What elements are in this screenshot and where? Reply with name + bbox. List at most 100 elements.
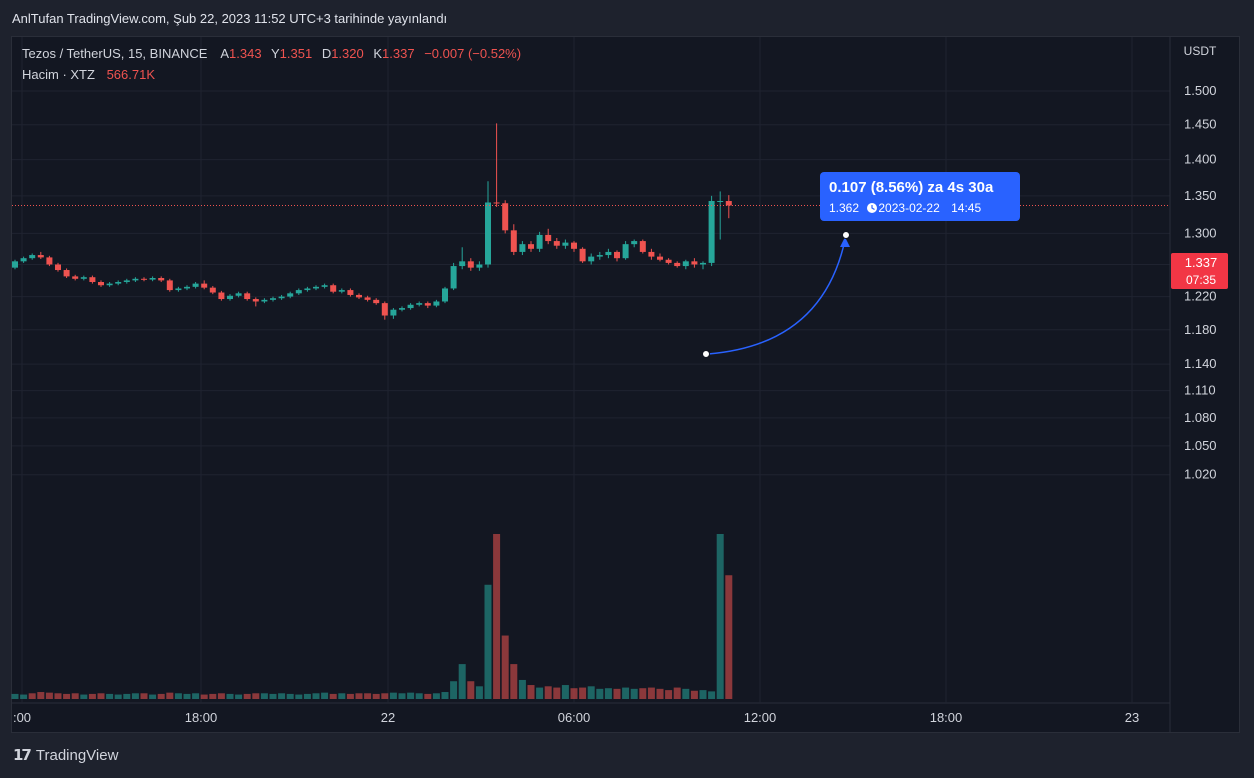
candle-body <box>476 264 483 268</box>
volume-bar <box>295 694 303 699</box>
candle-body <box>373 299 380 304</box>
candle-body <box>166 280 173 291</box>
legend-close: 1.337 <box>382 46 415 61</box>
volume-bar <box>80 694 88 699</box>
candle-body <box>304 288 311 291</box>
price-tick-label: 1.020 <box>1184 467 1217 482</box>
volume-bar <box>278 693 286 699</box>
candle-body <box>631 241 638 245</box>
candle-body <box>132 278 139 281</box>
volume-bar <box>106 693 114 699</box>
candle-body <box>55 264 61 271</box>
tradingview-logo-icon: 𝟭𝟳 <box>13 747 32 764</box>
volume-bar <box>321 692 329 699</box>
price-tick-label: 1.500 <box>1184 83 1217 98</box>
candle-body <box>218 292 225 300</box>
candle-body <box>209 287 216 293</box>
candles <box>12 123 732 320</box>
candle-body <box>657 256 663 260</box>
time-tick-label: 06:00 <box>558 710 591 725</box>
candle-body <box>175 288 182 291</box>
candle-body <box>493 202 500 204</box>
candle-body <box>467 261 474 268</box>
candle-body <box>416 303 423 305</box>
price-tick-label: 1.400 <box>1184 152 1217 167</box>
candle-body <box>639 241 646 252</box>
candle-body <box>89 277 96 283</box>
volume-bar <box>441 692 449 699</box>
volume-value: 566.71K <box>107 67 156 82</box>
volume-bar <box>587 686 595 699</box>
volume-bar <box>398 693 406 699</box>
candle-body <box>149 277 156 280</box>
candle-body <box>106 283 113 286</box>
candle-body <box>459 261 466 267</box>
time-tick-label: :00 <box>13 710 31 725</box>
time-tick-label: 12:00 <box>744 710 777 725</box>
svg-text:Hacim · XTZ 566.71K: Hacim · XTZ 566.71K <box>22 67 155 82</box>
volume-bar <box>286 693 294 699</box>
candle-body <box>278 296 285 299</box>
volume-bar <box>329 693 337 699</box>
volume-bar <box>570 688 578 699</box>
candle-body <box>381 303 388 316</box>
measure-annotation[interactable]: 0.107 (8.56%) za 4s 30a 1.362 2023-02-22… <box>702 172 1021 358</box>
candle-body <box>562 242 569 246</box>
measure-callout-line1: 0.107 (8.56%) za 4s 30a <box>829 179 994 196</box>
candle-body <box>485 202 491 265</box>
volume-bar <box>553 687 561 699</box>
volume-bar <box>183 693 191 699</box>
volume-bar <box>518 679 526 699</box>
candle-body <box>364 297 371 300</box>
candle-body <box>674 262 681 267</box>
volume-bar <box>493 534 501 699</box>
price-axis: 1.5001.4501.4001.3501.3001.2601.2201.180… <box>1184 83 1217 482</box>
volume-bar <box>28 693 36 699</box>
svg-text:Tezos / TetherUS, 15, BINANCE: Tezos / TetherUS, 15, BINANCE A1.343 Y1.… <box>22 46 521 61</box>
candle-body <box>356 294 362 298</box>
volume-bar <box>88 693 96 699</box>
candle-body <box>717 201 724 203</box>
tradingview-brand[interactable]: 𝟭𝟳 TradingView <box>13 746 118 765</box>
candle-body <box>235 293 242 296</box>
volume-bar <box>97 693 105 699</box>
time-tick-label: 18:00 <box>930 710 963 725</box>
candle-body <box>287 293 294 297</box>
volume-bar <box>579 687 587 699</box>
volume-bar <box>501 635 509 699</box>
volume-bar <box>123 693 131 699</box>
candle-body <box>622 244 629 259</box>
chart-frame[interactable] <box>11 36 1240 733</box>
volume-bar <box>45 692 53 699</box>
candle-body <box>270 298 276 300</box>
volume-bar <box>510 664 518 699</box>
volume-bar <box>11 693 19 699</box>
price-tick-label: 1.180 <box>1184 322 1217 337</box>
volume-bar <box>716 534 724 699</box>
measure-start-handle <box>702 350 710 358</box>
legend-change: −0.007 (−0.52%) <box>424 46 521 61</box>
last-price-value: 1.337 <box>1185 255 1218 270</box>
volume-bar <box>458 664 466 699</box>
price-tick-label: 1.110 <box>1184 383 1216 398</box>
candle-body <box>123 280 130 283</box>
candle-body <box>614 251 620 259</box>
measure-end-handle <box>842 231 850 239</box>
candle-body <box>605 251 612 256</box>
candle-body <box>227 295 233 300</box>
volume-bar <box>475 686 483 699</box>
volume-bars <box>11 534 733 699</box>
legend-low-label: D <box>322 46 331 61</box>
volume-bar <box>699 690 707 699</box>
volume-bar <box>596 688 604 699</box>
volume-bar <box>226 693 234 699</box>
candle-body <box>321 285 328 287</box>
candle-body <box>63 270 70 277</box>
volume-bar <box>424 693 432 699</box>
candle-body <box>579 248 586 262</box>
price-tick-label: 1.350 <box>1184 188 1217 203</box>
volume-label: Hacim · XTZ <box>22 67 95 82</box>
volume-bar <box>415 693 423 699</box>
candle-body <box>450 266 457 289</box>
